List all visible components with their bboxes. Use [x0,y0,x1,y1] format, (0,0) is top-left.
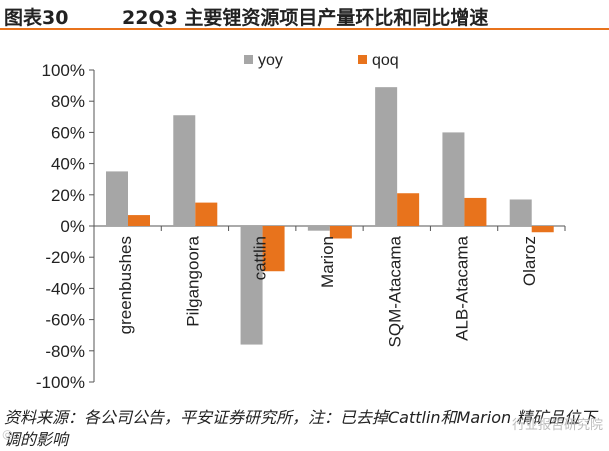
source-note: 资料来源：各公司公告，平安证券研究所，注：已去掉Cattlin和Marion 精… [4,408,597,449]
y-tick-label: -100% [36,373,85,392]
y-tick-label: 100% [42,61,85,80]
x-tick-label: Marion [318,236,337,288]
y-tick-label: -20% [45,248,85,267]
x-tick-label: Olaroz [520,236,539,286]
bar-qoq-Marion [329,226,352,239]
bar-qoq-ALB-Atacama [464,197,487,226]
legend-label-qoq: qoq [372,52,399,69]
bar-qoq-cattlin [262,226,285,272]
y-tick-label: -40% [45,279,85,298]
y-tick-label: -80% [45,342,85,361]
legend-swatch-yoy [244,55,253,64]
bar-qoq-Olaroz [531,226,554,233]
figure-number: 图表30 [4,7,69,29]
y-tick-label: 0% [60,217,85,236]
bar-yoy-Pilgangoora [173,115,196,226]
bar-qoq-greenbushes [128,215,150,226]
bar-yoy-ALB-Atacama [442,132,465,226]
x-tick-label: greenbushes [116,236,135,334]
y-tick-label: 80% [51,92,85,111]
bar-qoq-SQM-Atacama [397,193,420,226]
bar-yoy-SQM-Atacama [375,87,398,226]
x-tick-label: SQM-Atacama [385,235,404,347]
x-tick-label: cattlin [251,236,270,280]
x-tick-label: ALB-Atacama [453,235,472,340]
bar-yoy-greenbushes [106,171,128,226]
y-tick-label: 40% [51,155,85,174]
bar-yoy-cattlin [240,226,263,345]
chart-title: 22Q3 主要锂资源项目产量环比和同比增速 [122,7,489,29]
title-bar: 图表30 22Q3 主要锂资源项目产量环比和同比增速 [0,0,609,30]
bar-yoy-Olaroz [509,199,532,226]
y-tick-label: -60% [45,311,85,330]
bar-chart: 100% 80% 60% 40% 20% 0% -20% -40% -60% -80% -100% g… [36,52,566,392]
x-tick-label: Pilgangoora [183,235,202,326]
legend-label-yoy: yoy [258,52,283,69]
bar-yoy-Marion [307,226,330,231]
watermark-left: @… [2,428,24,441]
y-tick-label: 20% [51,186,85,205]
legend-swatch-qoq [358,55,367,64]
y-tick-label: 60% [51,123,85,142]
bar-qoq-Pilgangoora [195,202,218,226]
watermark: 行业报告研究院 [511,418,603,433]
